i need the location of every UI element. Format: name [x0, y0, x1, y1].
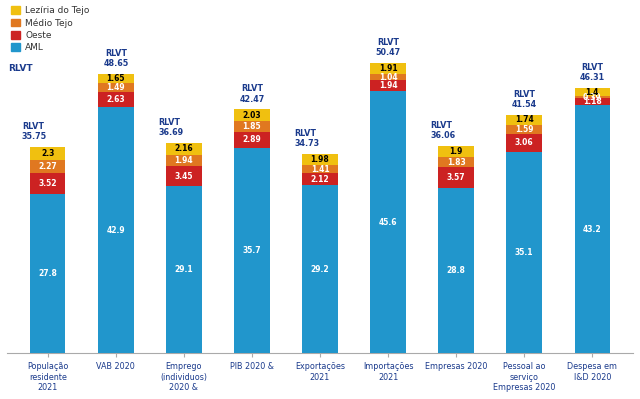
Text: 3.52: 3.52: [38, 179, 57, 188]
Text: 2.27: 2.27: [38, 162, 57, 171]
Bar: [166, 166, 202, 186]
Text: 1.18: 1.18: [583, 97, 602, 106]
Text: 1.9: 1.9: [449, 147, 463, 156]
Text: 29.2: 29.2: [310, 265, 330, 274]
Bar: [371, 63, 406, 74]
Text: 1.83: 1.83: [447, 158, 465, 166]
Bar: [438, 157, 474, 167]
Bar: [506, 152, 542, 353]
Text: 1.98: 1.98: [310, 155, 330, 164]
Bar: [30, 147, 65, 160]
Text: RLVT
42.47: RLVT 42.47: [239, 85, 264, 103]
Bar: [371, 91, 406, 353]
Bar: [371, 80, 406, 91]
Bar: [234, 109, 269, 121]
Bar: [302, 173, 338, 186]
Bar: [575, 88, 610, 96]
Text: 3.57: 3.57: [447, 173, 465, 182]
Text: RLVT
36.69: RLVT 36.69: [158, 118, 183, 137]
Bar: [575, 105, 610, 353]
Text: 2.16: 2.16: [175, 144, 193, 153]
Bar: [506, 134, 542, 152]
Text: 42.9: 42.9: [106, 225, 125, 235]
Text: 1.04: 1.04: [379, 73, 397, 82]
Text: 0.39: 0.39: [583, 93, 602, 102]
Legend: Lezíria do Tejo, Médio Tejo, Oeste, AML: Lezíria do Tejo, Médio Tejo, Oeste, AML: [12, 6, 90, 52]
Text: 2.3: 2.3: [41, 149, 54, 158]
Bar: [302, 154, 338, 165]
Bar: [30, 160, 65, 173]
Text: 43.2: 43.2: [583, 225, 602, 234]
Text: 1.4: 1.4: [586, 87, 599, 97]
Bar: [371, 74, 406, 80]
Bar: [506, 125, 542, 134]
Bar: [438, 188, 474, 353]
Text: 1.41: 1.41: [310, 165, 330, 174]
Bar: [98, 107, 134, 353]
Bar: [98, 83, 134, 92]
Text: 45.6: 45.6: [379, 218, 397, 227]
Text: 3.06: 3.06: [515, 138, 534, 147]
Bar: [438, 146, 474, 157]
Text: 1.49: 1.49: [106, 83, 125, 92]
Bar: [30, 173, 65, 194]
Text: 1.91: 1.91: [379, 64, 397, 73]
Text: RLVT
41.54: RLVT 41.54: [511, 90, 537, 109]
Bar: [234, 121, 269, 132]
Text: RLVT
50.47: RLVT 50.47: [376, 38, 401, 57]
Bar: [166, 155, 202, 166]
Bar: [98, 92, 134, 107]
Text: 2.12: 2.12: [310, 175, 330, 184]
Text: 29.1: 29.1: [175, 265, 193, 274]
Text: RLVT
35.75: RLVT 35.75: [22, 122, 47, 141]
Text: 35.7: 35.7: [243, 246, 261, 255]
Text: RLVT
36.06: RLVT 36.06: [430, 121, 456, 140]
Text: 1.65: 1.65: [107, 74, 125, 83]
Text: 2.89: 2.89: [243, 135, 261, 144]
Text: 1.85: 1.85: [243, 122, 261, 131]
Text: 1.74: 1.74: [515, 115, 534, 124]
Text: 2.03: 2.03: [243, 111, 261, 120]
Bar: [575, 96, 610, 98]
Text: RLVT
34.73: RLVT 34.73: [294, 129, 319, 148]
Bar: [234, 148, 269, 353]
Text: RLVT
46.31: RLVT 46.31: [580, 63, 605, 82]
Text: 1.94: 1.94: [175, 156, 193, 165]
Bar: [302, 186, 338, 353]
Bar: [438, 167, 474, 188]
Text: 35.1: 35.1: [515, 248, 533, 257]
Text: 27.8: 27.8: [38, 269, 57, 278]
Text: 1.59: 1.59: [515, 125, 533, 134]
Bar: [302, 165, 338, 173]
Bar: [98, 74, 134, 83]
Bar: [30, 194, 65, 353]
Bar: [506, 115, 542, 125]
Text: 3.45: 3.45: [175, 172, 193, 181]
Text: RLVT
48.65: RLVT 48.65: [103, 49, 129, 68]
Text: 28.8: 28.8: [447, 266, 465, 275]
Bar: [166, 186, 202, 353]
Text: 1.94: 1.94: [379, 81, 397, 90]
Bar: [166, 143, 202, 155]
Text: 2.63: 2.63: [106, 95, 125, 104]
Bar: [575, 98, 610, 105]
Text: RLVT: RLVT: [8, 64, 33, 73]
Bar: [234, 132, 269, 148]
